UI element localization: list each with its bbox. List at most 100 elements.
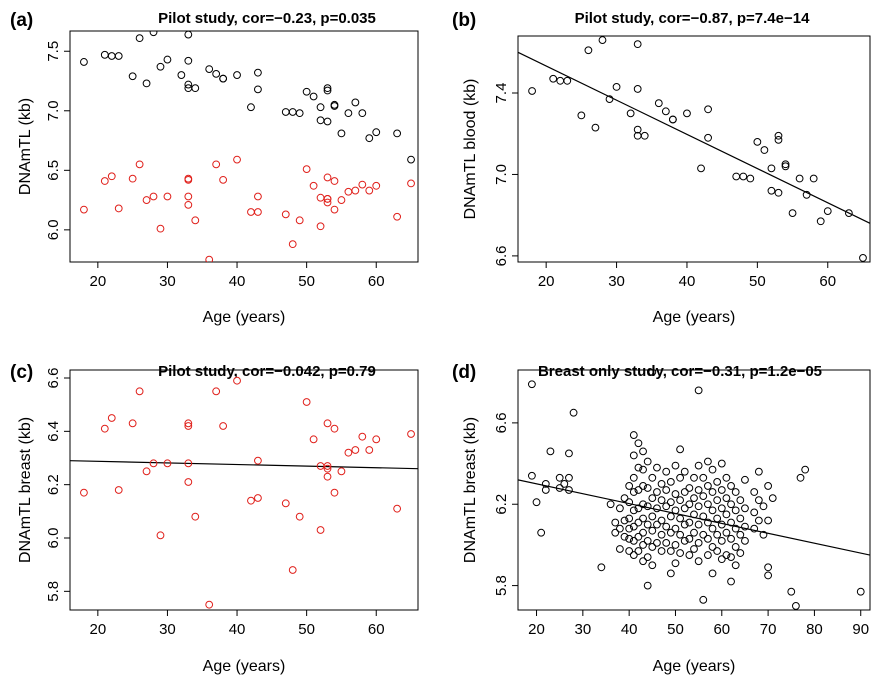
data-point [184, 200, 193, 209]
data-point [142, 196, 151, 204]
data-point [731, 524, 740, 533]
data-point [653, 538, 661, 547]
data-point [212, 69, 221, 78]
data-point [727, 500, 735, 509]
data-point [309, 92, 318, 101]
data-point [625, 534, 634, 543]
data-point [135, 387, 144, 396]
data-point [323, 419, 332, 428]
data-point [685, 551, 694, 559]
chart-title: Pilot study, cor=−0.23, p=0.035 [158, 10, 376, 27]
x-tick-label: 80 [806, 621, 823, 638]
data-point [643, 457, 652, 466]
data-point [657, 479, 666, 488]
data-point [629, 506, 638, 515]
data-point [654, 99, 663, 108]
plot-frame [69, 369, 419, 611]
data-point [713, 514, 722, 523]
data-point [694, 486, 703, 494]
x-tick-label: 20 [528, 621, 545, 638]
data-point [625, 498, 634, 507]
data-point [302, 87, 311, 96]
data-point [565, 486, 573, 494]
data-point [393, 129, 402, 138]
data-point [633, 125, 642, 134]
data-point [759, 502, 768, 511]
data-point [633, 85, 642, 93]
data-point [184, 192, 193, 201]
data-layer [518, 370, 870, 610]
data-point [351, 98, 360, 107]
x-tick-label: 40 [229, 273, 246, 290]
data-point [191, 512, 200, 521]
data-point [212, 160, 221, 169]
data-point [351, 186, 360, 195]
data-point [330, 205, 339, 214]
y-tick-label: 6.0 [45, 528, 62, 549]
x-axis-label: Age (years) [653, 658, 736, 675]
data-point [653, 504, 661, 513]
data-point [648, 512, 657, 521]
panel-label: (b) [452, 10, 476, 31]
data-point [685, 518, 694, 527]
x-tick-label: 60 [368, 621, 385, 638]
data-point [767, 186, 776, 195]
data-point [625, 514, 634, 523]
data-point [736, 549, 745, 557]
data-point [736, 496, 745, 505]
data-point [666, 528, 675, 537]
data-point [233, 155, 241, 164]
data-point [563, 76, 572, 85]
data-point [639, 514, 647, 523]
y-tick-label: 7.4 [493, 83, 510, 104]
data-point [708, 488, 717, 496]
data-point [295, 512, 304, 521]
x-tick-label: 50 [298, 621, 315, 638]
data-point [768, 494, 777, 503]
data-point [648, 370, 657, 376]
data-point [727, 553, 735, 562]
data-point [816, 217, 825, 226]
data-point [666, 569, 675, 578]
data-point [685, 500, 694, 509]
data-point [254, 208, 262, 216]
data-point [605, 95, 614, 104]
data-point [764, 563, 773, 572]
data-point [316, 526, 325, 534]
data-point [407, 430, 415, 438]
data-point [323, 86, 332, 95]
data-point [184, 31, 193, 39]
data-point [680, 504, 689, 513]
data-point [149, 192, 158, 201]
data-point [683, 109, 691, 118]
data-point [662, 502, 671, 511]
panel-1: (b) Pilot study, cor=−0.87, p=7.4e−14 20 30… [452, 10, 871, 326]
data-point [648, 494, 657, 503]
data-point [135, 34, 144, 43]
data-point [629, 431, 638, 439]
x-tick-label: 60 [368, 273, 385, 290]
data-point [288, 240, 297, 249]
data-point [541, 486, 550, 494]
data-layer [70, 376, 418, 609]
regression-line [70, 460, 418, 470]
data-point [746, 174, 755, 183]
data-point [760, 146, 769, 154]
data-point [741, 536, 749, 545]
y-tick-label: 6.0 [45, 219, 62, 240]
data-point [128, 419, 137, 428]
data-point [676, 514, 685, 523]
data-point [694, 461, 703, 470]
data-point [555, 473, 564, 482]
data-point [556, 76, 565, 85]
x-tick-label: 70 [760, 621, 777, 638]
x-tick-label: 20 [89, 273, 106, 290]
data-point [690, 473, 698, 482]
data-point [212, 387, 221, 396]
data-point [653, 463, 661, 472]
data-point [597, 563, 606, 572]
plot-frame [69, 30, 419, 263]
data-point [546, 447, 555, 456]
data-point [662, 467, 671, 476]
data-point [184, 80, 193, 89]
